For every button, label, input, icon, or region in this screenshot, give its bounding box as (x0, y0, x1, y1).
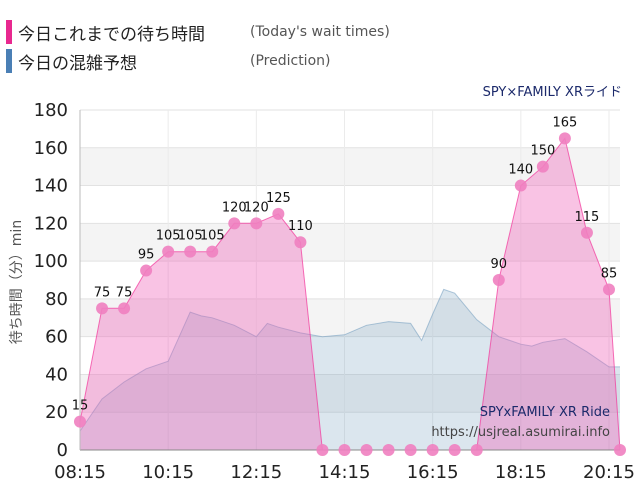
y-tick-label: 80 (45, 289, 68, 310)
grid-band (80, 374, 620, 413)
legend-label-actual: 今日これまでの待ち時間 (18, 24, 205, 45)
x-tick-label: 18:15 (495, 462, 547, 483)
data-point (96, 302, 109, 315)
legend-sub-actual: (Today's wait times) (250, 24, 390, 40)
data-label: 85 (601, 266, 618, 281)
data-point (470, 444, 483, 456)
legend-label-prediction: 今日の混雑予想 (18, 53, 137, 74)
data-point (338, 444, 351, 456)
grid-band (80, 147, 620, 186)
prediction-area (80, 289, 620, 450)
x-tick-label: 20:15 (583, 462, 635, 483)
watermark-title: SPYxFAMILY XR Ride (480, 405, 610, 420)
grid-band (80, 298, 620, 337)
y-tick-label: 180 (34, 100, 68, 121)
data-point (602, 283, 615, 296)
y-tick-label: 160 (34, 138, 68, 159)
data-point (206, 245, 219, 258)
y-tick-label: 60 (45, 327, 68, 348)
grid-band (80, 261, 620, 299)
data-point (536, 160, 549, 173)
data-point (614, 444, 626, 456)
data-point (228, 217, 241, 230)
data-label: 105 (156, 229, 181, 244)
watermark-url: https://usjreal.asumirai.info (431, 425, 610, 440)
data-point (404, 444, 417, 456)
legend-swatch-actual (6, 20, 12, 44)
data-label: 115 (575, 210, 600, 225)
data-point (514, 179, 527, 192)
grid-band (80, 110, 620, 148)
chart-title: SPY×FAMILY XRライド (483, 85, 622, 100)
data-point (492, 274, 505, 286)
data-point (162, 245, 175, 258)
data-point (382, 444, 395, 456)
data-point (448, 444, 461, 456)
data-label: 90 (491, 257, 508, 272)
legend-sub-prediction: (Prediction) (250, 53, 331, 69)
data-label: 15 (72, 399, 89, 414)
data-label: 105 (200, 229, 225, 244)
data-label: 140 (508, 163, 533, 178)
y-axis-title: 待ち時間（分）min (9, 220, 25, 344)
data-point (558, 132, 571, 145)
data-label: 105 (178, 229, 203, 244)
data-point (316, 444, 329, 456)
data-label: 75 (94, 285, 111, 300)
data-point (118, 302, 131, 315)
y-tick-label: 100 (34, 251, 68, 272)
y-tick-label: 120 (34, 213, 68, 234)
y-tick-label: 0 (57, 440, 68, 461)
data-label: 120 (244, 200, 269, 215)
data-label: 150 (530, 144, 555, 159)
y-tick-label: 40 (45, 364, 68, 385)
x-tick-label: 12:15 (230, 462, 282, 483)
x-tick-label: 08:15 (54, 462, 106, 483)
data-label: 110 (288, 219, 313, 234)
prediction-line (79, 288, 620, 432)
data-point (272, 207, 285, 220)
x-tick-label: 10:15 (142, 462, 194, 483)
data-label: 125 (266, 191, 291, 206)
data-label: 165 (552, 115, 577, 130)
data-label: 120 (222, 200, 247, 215)
data-point (74, 415, 86, 428)
data-point (184, 245, 197, 258)
x-tick-label: 16:15 (407, 462, 459, 483)
legend-swatch-prediction (6, 49, 12, 73)
data-point (140, 264, 153, 277)
y-tick-label: 140 (34, 176, 68, 197)
grid-band (80, 412, 620, 450)
legend-item-actual: 今日これまでの待ち時間 (Today's wait times) (6, 19, 390, 45)
data-point (426, 444, 439, 456)
grid-band (80, 185, 620, 224)
legend-item-prediction: 今日の混雑予想 (Prediction) (6, 48, 330, 74)
data-point (294, 236, 307, 249)
y-tick-label: 20 (45, 402, 68, 423)
data-label: 95 (138, 248, 155, 263)
actual-area (80, 138, 620, 451)
grid-band (80, 336, 620, 375)
data-point (250, 217, 263, 230)
x-tick-label: 14:15 (319, 462, 371, 483)
data-label: 75 (116, 285, 133, 300)
data-point (360, 444, 373, 456)
data-point (580, 226, 593, 239)
